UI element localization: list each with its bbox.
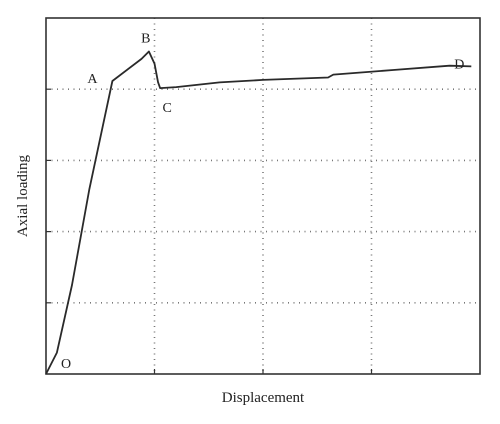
gridlines bbox=[46, 18, 480, 374]
load-displacement-curve bbox=[45, 50, 472, 375]
point-labels: O A B C D bbox=[61, 31, 464, 372]
point-label-c: C bbox=[162, 101, 171, 116]
point-label-a: A bbox=[87, 72, 98, 87]
point-label-d: D bbox=[454, 57, 464, 72]
axis-ticks bbox=[46, 88, 373, 374]
point-label-o: O bbox=[61, 357, 71, 372]
point-label-b: B bbox=[141, 31, 150, 46]
x-axis-title: Displacement bbox=[222, 390, 305, 406]
y-axis-title: Axial loading bbox=[15, 154, 31, 237]
